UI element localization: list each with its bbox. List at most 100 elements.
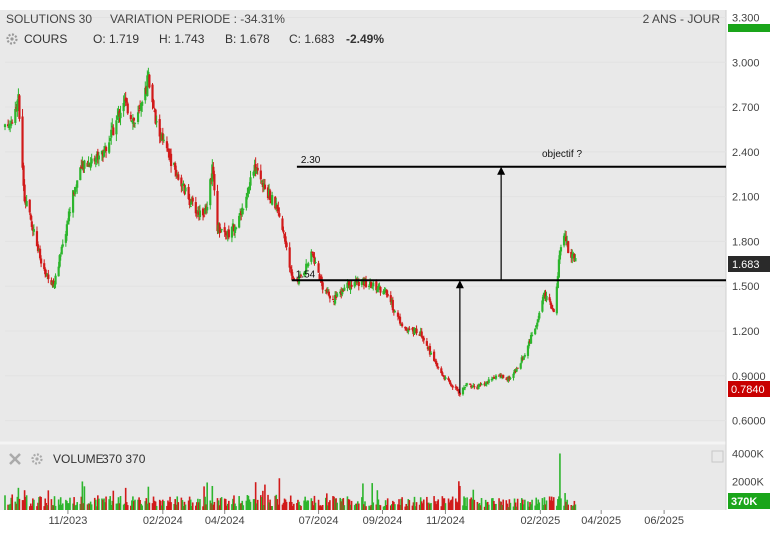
candle [68, 206, 72, 217]
volume-bar [371, 483, 374, 510]
candle-body [304, 271, 307, 275]
candle [38, 245, 42, 261]
target-label: 2.30 [301, 155, 321, 166]
candle-body [449, 382, 452, 385]
candle-body [473, 386, 476, 388]
candle [494, 374, 498, 381]
volume-bar [433, 496, 435, 510]
volume-bar [53, 496, 56, 510]
candle-body [202, 215, 206, 217]
candle [555, 283, 558, 316]
volume-bar [16, 496, 19, 510]
candle-body [284, 236, 287, 245]
volume-bar [18, 498, 21, 510]
candle-body [572, 253, 575, 255]
candle [32, 224, 35, 236]
candle [318, 272, 321, 281]
candle [181, 183, 184, 192]
candle-body [238, 215, 241, 228]
candle [152, 98, 155, 109]
volume-bar [141, 505, 143, 510]
volume-bar [354, 503, 357, 510]
volume-bar [383, 505, 386, 510]
volume-bar [180, 497, 183, 510]
volume-bar [471, 499, 474, 510]
candle-body [520, 357, 523, 363]
volume-bar [137, 499, 139, 510]
volume-bar [7, 504, 9, 510]
volume-bar [385, 505, 388, 510]
volume-bar [204, 496, 206, 510]
candle [3, 123, 7, 131]
volume-bar [543, 497, 546, 510]
volume-bar [57, 499, 60, 510]
maximize-panel-icon[interactable] [711, 450, 724, 463]
volume-bar [60, 504, 63, 510]
volume-bar [440, 506, 443, 510]
candle-body [353, 282, 356, 287]
candle-body [209, 179, 212, 206]
volume-bar [512, 506, 515, 510]
candle-body [305, 263, 308, 273]
candle [396, 310, 400, 321]
volume-bar [37, 502, 39, 510]
date-tick-label: 02/2025 [520, 515, 560, 527]
candle [440, 366, 443, 374]
candle-body [3, 124, 7, 128]
candle-body [396, 312, 400, 317]
candle [327, 289, 330, 297]
volume-bar [67, 503, 69, 510]
candle-body [181, 183, 184, 186]
close-icon[interactable] [9, 453, 21, 465]
volume-bar [509, 502, 512, 510]
volume-bar [119, 496, 122, 510]
candle-body [90, 158, 93, 164]
price-tick-label: 2.700 [732, 102, 760, 114]
candle [271, 191, 274, 206]
gear-icon[interactable] [6, 33, 18, 45]
volume-bar [25, 495, 28, 510]
axis-layer: 0.6000 0.9000 1.200 1.500 1.800 2.100 2.400 2.7… [48, 12, 765, 527]
candle-body [312, 254, 315, 257]
gear-icon[interactable] [31, 453, 43, 465]
volume-bar [430, 502, 432, 510]
volume-bar [198, 502, 200, 510]
candle-body [492, 377, 496, 379]
candle [509, 376, 512, 380]
candle [285, 240, 288, 251]
price-tick-label: 1.500 [732, 281, 760, 293]
volume-bar [277, 504, 280, 510]
volume-bar [293, 503, 295, 510]
support-label: 1.54 [296, 269, 316, 280]
volume-bar [310, 498, 313, 510]
candle [187, 183, 190, 200]
candle-body [535, 325, 538, 328]
volume-bar [421, 503, 424, 510]
volume-bar [151, 503, 154, 510]
volume-bar [158, 499, 161, 510]
candle-body [573, 253, 576, 262]
candle [18, 94, 21, 122]
candle-body [32, 229, 35, 232]
volume-bar [282, 502, 285, 510]
volume-bar [233, 495, 235, 510]
candle-body [22, 165, 25, 186]
candle [415, 325, 418, 336]
volume-layer [4, 453, 577, 510]
volume-bar [447, 498, 450, 510]
candle [382, 289, 385, 295]
period-selector[interactable]: 2 ANS - JOUR [643, 12, 721, 26]
candle-body [440, 368, 443, 374]
candle [40, 255, 43, 268]
candle-body [35, 231, 39, 247]
candle [218, 222, 221, 238]
volume-bar [15, 503, 18, 510]
candle [451, 384, 454, 390]
candle [109, 137, 112, 142]
candle-body [108, 142, 111, 153]
volume-bar [355, 503, 358, 510]
volume-bar [444, 503, 447, 510]
candle-body [40, 258, 43, 264]
volume-bar [290, 502, 293, 510]
candle [328, 295, 332, 303]
